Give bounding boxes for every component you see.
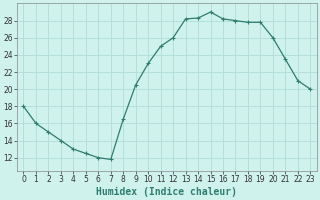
- X-axis label: Humidex (Indice chaleur): Humidex (Indice chaleur): [96, 186, 237, 197]
